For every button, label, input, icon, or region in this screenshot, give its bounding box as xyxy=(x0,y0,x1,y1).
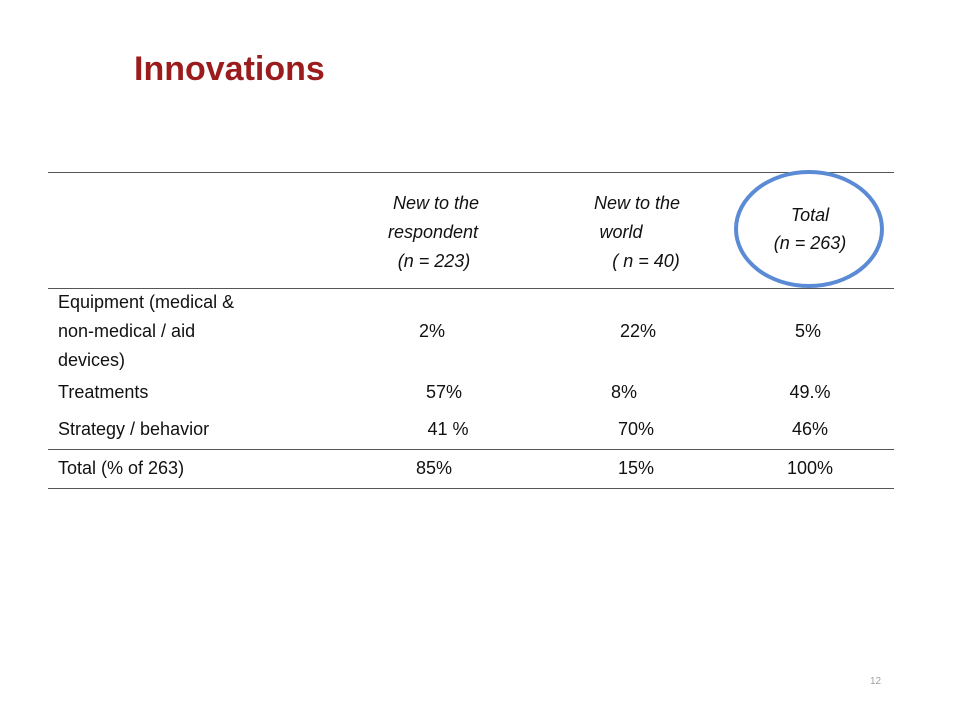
table-cell: 5% xyxy=(794,321,821,341)
header-line: (n = 223) xyxy=(397,251,471,271)
row-label-line: Equipment (medical & xyxy=(58,292,235,312)
header-line: respondent xyxy=(387,222,479,242)
table-cell: 8% xyxy=(610,382,637,402)
row-label-line: devices) xyxy=(58,350,126,370)
header-line: New to the xyxy=(593,193,681,213)
table-cell: 49.% xyxy=(789,382,831,402)
table-cell: 22% xyxy=(619,321,657,341)
column-header-new-to-world: New to the world ( n = 40) xyxy=(568,189,718,276)
column-header-new-to-respondent: New to the respondent (n = 223) xyxy=(368,189,498,276)
page-number: 12 xyxy=(870,676,882,687)
highlight-circle xyxy=(734,170,884,288)
table-cell: 85% xyxy=(415,458,453,478)
header-line: New to the xyxy=(392,193,480,213)
table-cell: 2% xyxy=(418,321,445,341)
table-bottom-rule xyxy=(48,488,894,489)
slide-title: Innovations xyxy=(134,50,325,88)
row-label-treatments: Treatments xyxy=(58,382,149,402)
table-cell: 46% xyxy=(791,419,829,439)
row-label-total: Total (% of 263) xyxy=(58,458,185,478)
table-top-rule xyxy=(48,172,894,173)
header-line: ( n = 40) xyxy=(612,251,680,271)
table-cell: 41 % xyxy=(427,419,469,439)
row-label-equipment: Equipment (medical & non-medical / aid d… xyxy=(58,288,308,375)
row-label-line: non-medical / aid xyxy=(58,321,196,341)
row-label-strategy: Strategy / behavior xyxy=(58,419,210,439)
table-cell: 15% xyxy=(617,458,655,478)
table-cell: 100% xyxy=(786,458,834,478)
header-line: world xyxy=(599,222,643,242)
table-cell: 57% xyxy=(425,382,463,402)
table-header-rule xyxy=(48,288,894,289)
table-total-rule xyxy=(48,449,894,450)
table-cell: 70% xyxy=(617,419,655,439)
